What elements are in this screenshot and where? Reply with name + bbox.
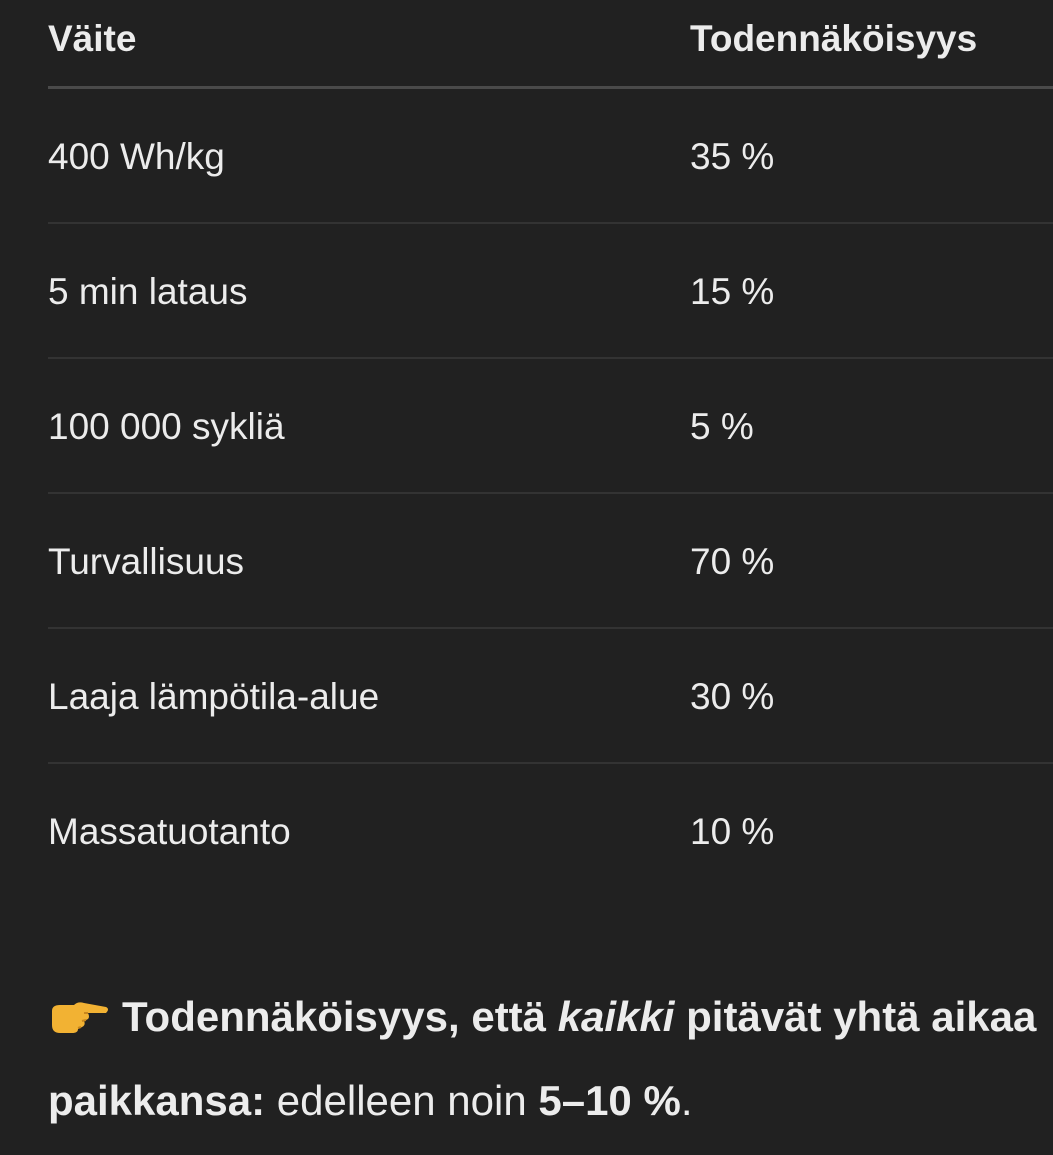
pointing-right-hand-icon [52,1002,108,1033]
table-row: Massatuotanto 10 % [48,764,1053,897]
header-claim: Väite [48,18,137,59]
table-row: 400 Wh/kg 35 % [48,89,1053,224]
table-row: Turvallisuus 70 % [48,494,1053,629]
cell-claim: Laaja lämpötila-alue [48,676,380,717]
cell-claim: 100 000 sykliä [48,406,285,447]
cell-probability: 10 % [690,811,775,852]
cell-probability: 5 % [690,406,754,447]
probability-table: Väite Todennäköisyys 400 Wh/kg 35 % 5 mi… [48,0,1053,897]
table-row: 100 000 sykliä 5 % [48,359,1053,494]
cell-probability: 35 % [690,136,775,177]
cell-probability: 70 % [690,541,775,582]
cell-claim: 400 Wh/kg [48,136,225,177]
cell-probability: 30 % [690,676,775,717]
header-probability: Todennäköisyys [690,18,978,59]
summary-normal: edelleen noin [265,1077,539,1124]
table-header: Väite Todennäköisyys [48,0,1053,89]
summary-tail: pitävät yhtä aikaa paikkansa: [48,993,1037,1124]
summary-end: . [680,1077,693,1124]
cell-claim: 5 min lataus [48,271,248,312]
table-row: Laaja lämpötila-alue 30 % [48,629,1053,764]
cell-claim: Turvallisuus [48,541,245,582]
cell-claim: Massatuotanto [48,811,291,852]
table-row: 5 min lataus 15 % [48,224,1053,359]
summary-emphasis: kaikki [557,993,675,1040]
summary-lead: Todennäköisyys, että [122,993,558,1040]
summary-paragraph: Todennäköisyys, että kaikki pitävät yhtä… [48,975,1048,1143]
cell-probability: 15 % [690,271,775,312]
summary-value: 5–10 % [538,1077,681,1124]
